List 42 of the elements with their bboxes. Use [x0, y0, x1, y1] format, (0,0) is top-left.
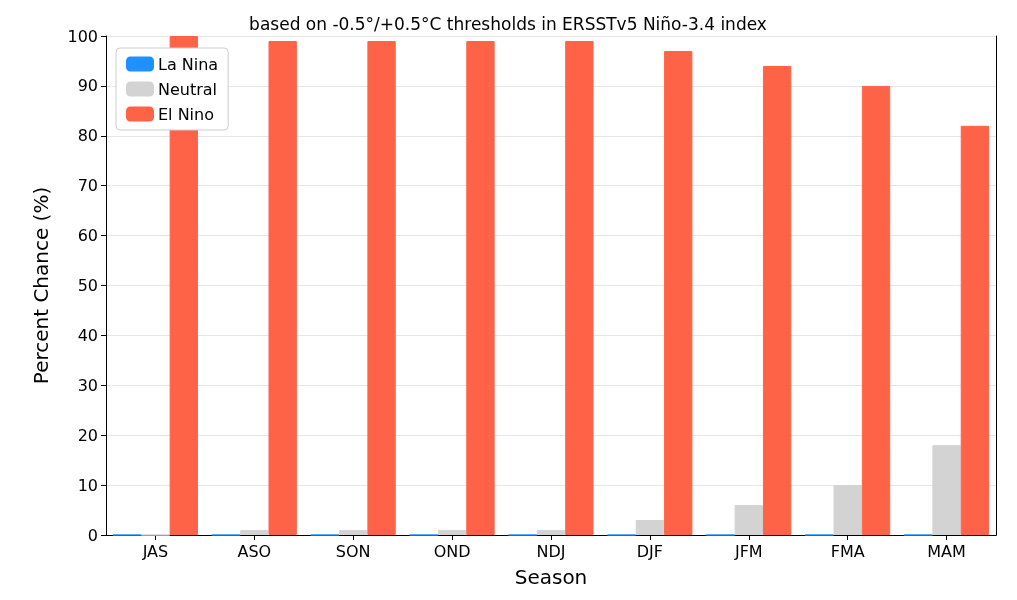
- y-tick-label: 90: [77, 76, 98, 96]
- bar: [664, 50, 693, 535]
- bar: [833, 485, 862, 535]
- x-tick-label: JAS: [141, 541, 169, 561]
- bar: [437, 530, 467, 535]
- x-tick-label: SON: [335, 541, 371, 561]
- bar: [762, 65, 792, 535]
- bar: [240, 530, 269, 535]
- chart-title: based on -0.5°/+0.5°C thresholds in ERSSTv5 Niño-3.4 index: [249, 13, 767, 34]
- y-tick-label: 70: [77, 176, 98, 196]
- y-tick-label: 100: [67, 26, 98, 46]
- x-tick-label: ASO: [237, 541, 272, 561]
- y-axis-title: Percent Chance (%): [29, 186, 53, 385]
- x-axis-title: Season: [514, 565, 588, 589]
- x-tick-label: NDJ: [536, 541, 566, 561]
- legend-label: El Nino: [158, 104, 214, 124]
- x-tick-label: FMA: [830, 541, 865, 561]
- y-tick-label: 0: [87, 525, 98, 545]
- y-tick-label: 20: [77, 425, 98, 445]
- bar: [268, 40, 297, 535]
- bar: [536, 530, 566, 535]
- y-tick-label: 10: [77, 475, 98, 495]
- x-tick-label: MAM: [927, 541, 966, 561]
- bar: [466, 40, 495, 535]
- legend-label: Neutral: [158, 79, 218, 99]
- legend-label: La Nina: [158, 54, 219, 74]
- bar: [339, 530, 368, 535]
- y-tick-label: 40: [77, 325, 98, 345]
- bar: [367, 40, 396, 535]
- y-tick-label: 50: [77, 276, 98, 295]
- y-tick-label: 60: [77, 226, 98, 246]
- bar: [734, 505, 763, 535]
- bar: [960, 125, 990, 535]
- y-tick-label: 30: [77, 375, 98, 395]
- x-tick-label: DJF: [636, 541, 664, 561]
- bar: [861, 85, 891, 535]
- bar: [565, 40, 594, 535]
- bar: [932, 445, 961, 535]
- x-tick-label: OND: [433, 541, 471, 561]
- x-tick-label: JFM: [733, 541, 763, 561]
- bar: [635, 520, 665, 535]
- y-tick-label: 80: [77, 126, 98, 146]
